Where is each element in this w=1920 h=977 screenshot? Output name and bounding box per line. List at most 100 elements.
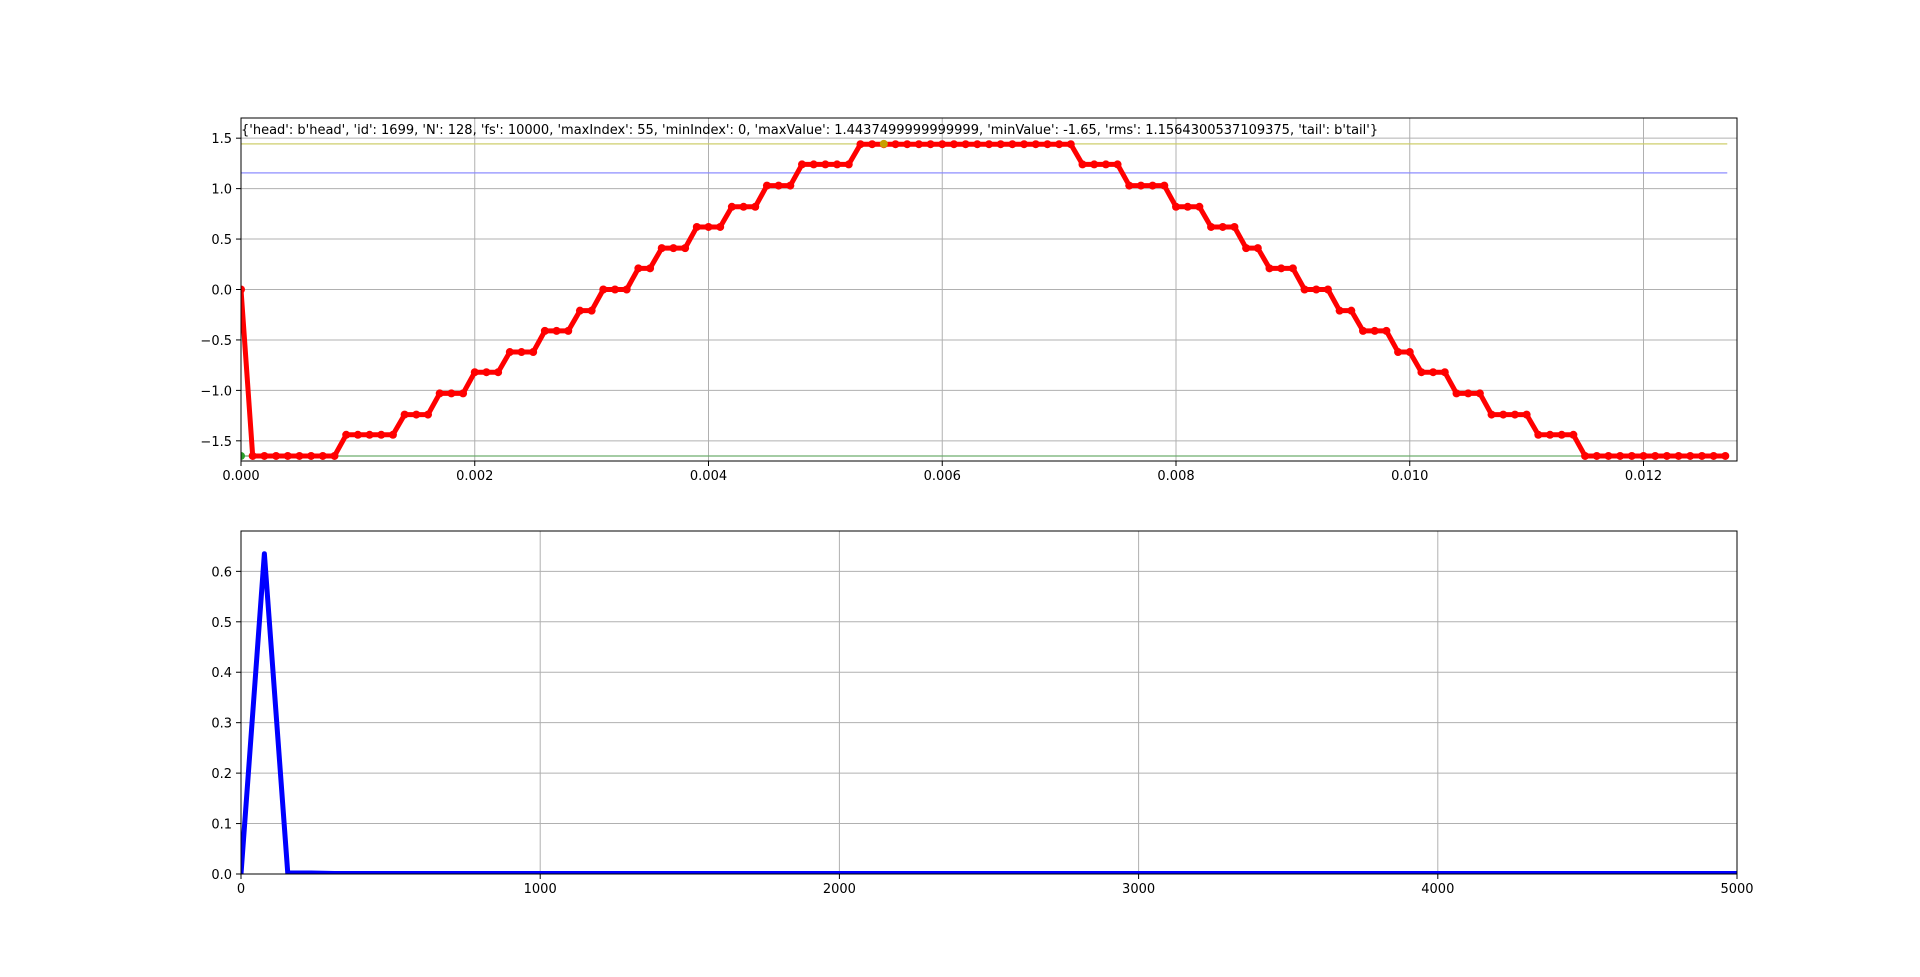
time-domain-plot: 0.000 0.002 0.004 0.006 0.008 0.010 0.012 −1.5 −… [200,117,1738,484]
top-series-point-4 [283,451,292,460]
top-series-point-44 [751,202,760,211]
top-y-tick-label-2: −0.5 [200,334,232,349]
top-series-point-75 [1113,160,1122,169]
top-series-point-37 [669,244,678,253]
top-x-tick-label-3: 0.006 [924,469,961,484]
top-series-point-56 [891,140,900,149]
top-series-point-40 [704,222,713,231]
top-series-point-50 [821,160,830,169]
top-annotation: {'head': b'head', 'id': 1699, 'N': 128, … [241,123,1378,138]
top-series-point-24 [517,348,526,357]
top-x-tick-label-6: 0.012 [1625,469,1662,484]
top-series-point-36 [657,244,666,253]
top-series-point-57 [903,140,912,149]
top-series-point-47 [786,181,795,190]
top-series-point-63 [973,140,982,149]
bottom-y-tick-label-6: 0.6 [211,565,232,580]
top-series-point-97 [1370,326,1379,335]
top-x-tick-label-2: 0.004 [690,469,727,484]
top-series-point-102 [1429,368,1438,377]
top-series-point-29 [575,306,584,315]
bottom-x-tick-label-3: 3000 [1122,882,1155,897]
top-series-point-23 [505,348,514,357]
top-series-point-100 [1405,348,1414,357]
top-series-point-103 [1440,368,1449,377]
bottom-y-tick-label-4: 0.4 [211,666,232,681]
top-series-point-0 [241,285,245,294]
top-series-point-127 [1721,451,1730,460]
top-series-point-117 [1604,451,1613,460]
top-x-tick-label-5: 0.010 [1391,469,1428,484]
top-series-point-92 [1312,285,1321,294]
top-series-point-27 [552,326,561,335]
top-y-tick-label-6: 1.5 [211,132,232,147]
top-series-point-73 [1090,160,1099,169]
top-series-point-113 [1557,430,1566,439]
top-series-point-32 [611,285,619,294]
top-y-tick-label-1: −1.0 [200,384,232,399]
top-series-point-87 [1253,244,1262,253]
top-series-point-72 [1078,160,1087,169]
top-series-point-70 [1055,140,1064,149]
top-series-point-107 [1487,410,1496,419]
top-series-point-22 [494,368,503,377]
bottom-x-tick-label-2: 2000 [823,882,856,897]
bottom-y-tick-label-0: 0.0 [211,868,232,883]
top-series-point-93 [1323,285,1332,294]
top-series-point-83 [1207,222,1216,231]
top-series-point-51 [833,160,842,169]
top-series-point-59 [926,140,935,149]
top-series-point-21 [482,368,491,377]
top-series-point-7 [318,451,327,460]
top-data-area [241,139,1730,460]
frequency-spectrum-plot: 0 1000 2000 3000 4000 5000 0.0 0.1 0.2 0.3 0.4 0.5 0… [211,530,1754,897]
top-series-point-53 [856,140,865,149]
top-series-point-78 [1148,181,1157,190]
bottom-y-tick-label-5: 0.5 [211,616,232,631]
top-series-point-2 [260,451,269,460]
top-series-point-6 [307,451,316,460]
top-x-tick-label-1: 0.002 [456,469,493,484]
bottom-x-tick-label-1: 1000 [524,882,557,897]
top-series-point-68 [1031,140,1040,149]
top-series-point-122 [1662,451,1671,460]
bottom-y-tick-label-3: 0.3 [211,717,232,732]
top-series-point-125 [1697,451,1706,460]
top-x-tick-label-4: 0.008 [1157,469,1194,484]
top-series-point-67 [1020,140,1029,149]
top-series-point-1 [248,451,257,460]
top-series-point-98 [1382,326,1391,335]
top-series-point-14 [400,410,409,419]
top-highlight-point-1 [241,451,245,460]
top-series-point-64 [985,140,993,149]
top-y-tick-label-5: 1.0 [211,183,232,198]
top-series-point-84 [1218,222,1227,231]
bottom-x-tick-label-4: 4000 [1421,882,1454,897]
top-series-point-88 [1265,264,1274,273]
top-y-tick-label-4: 0.5 [211,233,232,248]
top-series-point-108 [1499,410,1508,419]
top-series-point-41 [716,222,725,231]
top-series-point-62 [961,140,970,149]
top-series-point-86 [1242,244,1251,253]
top-series-point-91 [1300,285,1309,294]
bottom-frame [240,530,1738,875]
top-series-point-77 [1136,181,1145,190]
top-series-point-111 [1534,430,1543,439]
top-series-point-119 [1627,451,1636,460]
top-series-point-3 [272,451,281,460]
top-series-point-52 [844,160,853,169]
top-series-point-85 [1230,222,1239,231]
top-series-point-45 [762,181,771,190]
top-series-point-126 [1709,451,1718,460]
bottom-data-area [241,551,1737,874]
top-series-point-39 [692,222,701,231]
top-series-point-35 [646,264,655,273]
top-series-point-69 [1043,140,1052,149]
top-series-point-8 [330,451,339,460]
top-series-point-43 [739,202,748,211]
top-series-point-15 [412,410,421,419]
top-series-point-112 [1546,430,1554,439]
top-series-point-101 [1417,368,1426,377]
